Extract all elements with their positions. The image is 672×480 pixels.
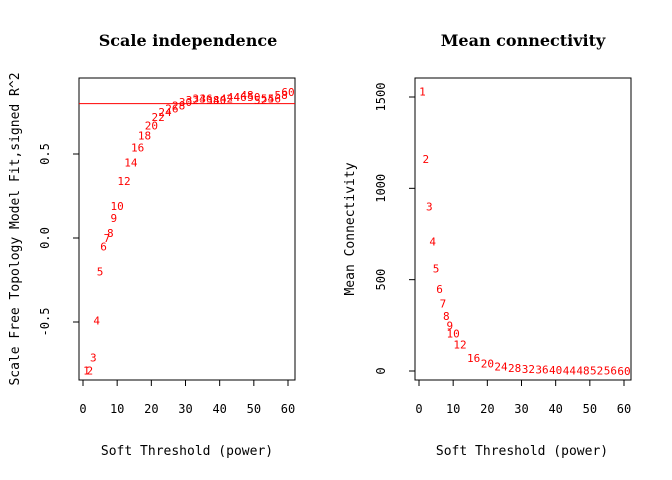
- data-point-label: 32: [522, 363, 535, 376]
- x-tick-label: 30: [178, 402, 192, 416]
- x-tick-label: 50: [583, 402, 597, 416]
- x-axis-label: Soft Threshold (power): [101, 444, 273, 459]
- data-points: 1234567891012141618202224262830323436384…: [83, 86, 295, 378]
- y-axis-label: Scale Free Topology Model Fit,signed R^2: [8, 72, 23, 385]
- y-axis: 0 500 1000 1500: [374, 83, 415, 375]
- data-point-label: 46: [234, 91, 247, 104]
- data-point-label: 36: [199, 93, 212, 106]
- x-tick-label: 50: [247, 402, 261, 416]
- x-tick-label: 60: [281, 402, 295, 416]
- data-point-label: 44: [563, 364, 577, 377]
- data-point-label: 48: [240, 89, 253, 102]
- x-tick-label: 10: [110, 402, 124, 416]
- data-point-label: 24: [158, 106, 172, 119]
- data-point-label: 7: [440, 297, 447, 310]
- data-point-label: 6: [100, 240, 107, 253]
- data-point-label: 7: [104, 232, 111, 245]
- data-point-label: 58: [275, 89, 288, 102]
- data-point-label: 10: [111, 200, 124, 213]
- data-point-label: 28: [172, 99, 185, 112]
- data-point-label: 40: [549, 364, 562, 377]
- y-tick-label: 1500: [374, 83, 388, 112]
- data-point-label: 4: [93, 314, 100, 327]
- y-tick-label: -0.5: [38, 308, 52, 337]
- x-tick-label: 20: [480, 402, 494, 416]
- data-point-label: 34: [193, 93, 207, 106]
- x-tick-label: 10: [446, 402, 460, 416]
- y-tick-label: 0.5: [38, 143, 52, 165]
- data-point-label: 52: [590, 365, 603, 378]
- data-point-label: 48: [576, 364, 589, 377]
- data-point-label: 8: [107, 227, 114, 240]
- data-point-label: 44: [227, 91, 241, 104]
- x-axis-label: Soft Threshold (power): [436, 444, 608, 459]
- y-axis-label: Mean Connectivity: [343, 162, 358, 295]
- x-tick-label: 30: [514, 402, 528, 416]
- data-point-label: 9: [446, 319, 453, 332]
- data-point-label: 10: [447, 328, 460, 341]
- data-point-label: 16: [131, 141, 144, 154]
- y-tick-label: 500: [374, 269, 388, 291]
- data-point-label: 54: [261, 93, 275, 106]
- data-point-label: 3: [90, 351, 97, 364]
- plot-frame: [78, 77, 296, 381]
- data-point-label: 2: [87, 365, 94, 378]
- data-point-label: 1: [83, 365, 90, 378]
- data-point-label: 60: [617, 365, 630, 378]
- data-point-label: 3: [426, 201, 433, 214]
- x-tick-label: 0: [415, 402, 422, 416]
- y-tick-label: 0.0: [38, 227, 52, 249]
- plot-frame: [414, 77, 632, 381]
- data-point-label: 36: [535, 364, 548, 377]
- x-tick-label: 20: [144, 402, 158, 416]
- data-point-label: 1: [419, 86, 426, 99]
- data-point-label: 12: [117, 175, 130, 188]
- data-point-label: 9: [110, 212, 117, 225]
- data-point-label: 22: [152, 111, 165, 124]
- y-tick-label: 1000: [374, 174, 388, 203]
- chart-title: Scale independence: [99, 31, 278, 50]
- data-point-label: 14: [124, 156, 138, 169]
- x-tick-label: 60: [617, 402, 631, 416]
- data-point-label: 5: [433, 263, 440, 276]
- data-point-label: 60: [281, 86, 294, 99]
- data-point-label: 20: [145, 119, 158, 132]
- data-point-label: 18: [138, 130, 151, 143]
- data-point-label: 6: [436, 283, 443, 296]
- data-point-label: 5: [97, 266, 104, 279]
- scale-independence-panel: Scale independence Soft Threshold (power…: [8, 31, 296, 459]
- data-point-label: 24: [494, 360, 508, 373]
- data-point-label: 26: [165, 103, 178, 116]
- y-tick-label: 0: [374, 367, 388, 374]
- data-point-label: 12: [453, 339, 466, 352]
- x-tick-label: 40: [212, 402, 226, 416]
- x-tick-label: 40: [548, 402, 562, 416]
- data-point-label: 28: [508, 362, 521, 375]
- data-point-label: 42: [220, 93, 233, 106]
- x-axis: 0 10 20 30 40 50 60: [415, 380, 631, 416]
- y-axis: -0.5 0.0 0.5: [38, 143, 79, 336]
- data-point-label: 50: [247, 91, 260, 104]
- x-tick-label: 0: [79, 402, 86, 416]
- data-point-label: 56: [268, 93, 281, 106]
- data-point-label: 20: [481, 358, 494, 371]
- x-axis: 0 10 20 30 40 50 60: [79, 380, 295, 416]
- data-point-label: 30: [179, 96, 192, 109]
- data-point-label: 4: [429, 235, 436, 248]
- chart-title: Mean connectivity: [441, 31, 606, 50]
- data-point-label: 16: [467, 352, 480, 365]
- data-point-label: 2: [423, 153, 430, 166]
- data-point-label: 56: [604, 365, 617, 378]
- data-point-label: 8: [443, 310, 450, 323]
- mean-connectivity-panel: Mean connectivity Soft Threshold (power)…: [343, 31, 632, 459]
